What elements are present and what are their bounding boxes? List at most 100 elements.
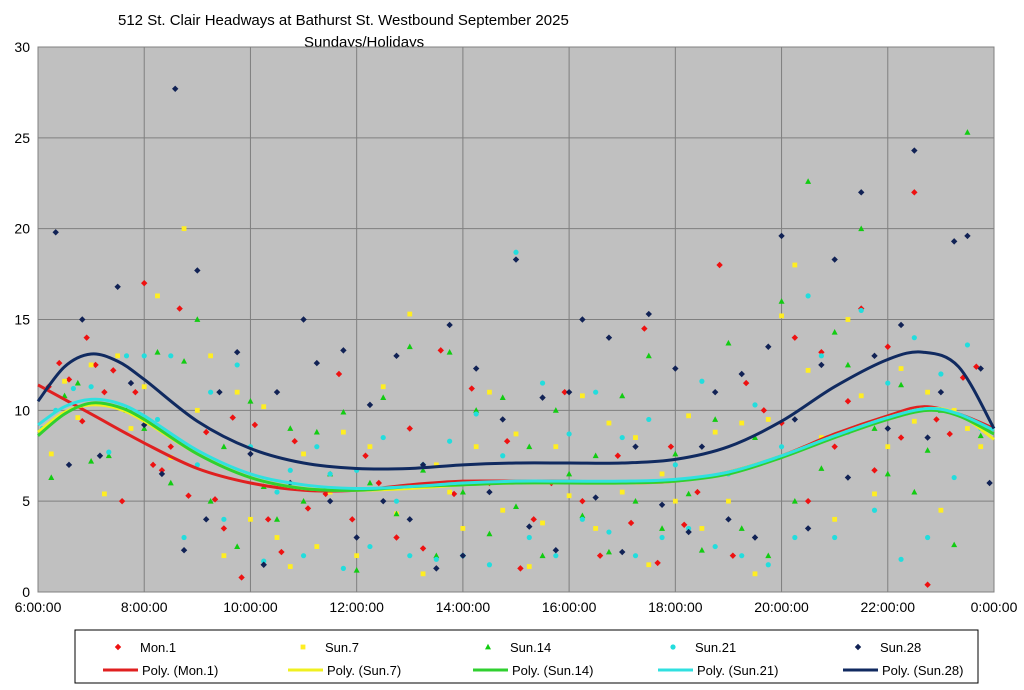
point-sun-28 xyxy=(247,450,254,458)
point-mon-1 xyxy=(419,545,427,552)
point-sun-28 xyxy=(725,516,732,523)
point-mon-1 xyxy=(101,388,108,396)
point-sun-28 xyxy=(526,523,533,530)
point-mon-1 xyxy=(393,534,400,541)
point-sun-14 xyxy=(48,474,55,480)
point-mon-1 xyxy=(897,434,905,441)
point-mon-1 xyxy=(149,461,157,469)
point-sun-7 xyxy=(181,226,187,232)
point-sun-21 xyxy=(393,498,400,504)
point-sun-21 xyxy=(672,462,678,468)
point-sun-14 xyxy=(220,443,227,450)
point-sun-14 xyxy=(539,552,546,559)
legend-label: Poly. (Sun.21) xyxy=(697,663,778,678)
point-sun-21 xyxy=(659,534,665,541)
point-sun-14 xyxy=(473,407,480,413)
point-sun-14 xyxy=(420,467,427,473)
point-sun-7 xyxy=(765,417,771,422)
x-tick-label: 0:00:00 xyxy=(971,599,1018,615)
point-sun-14 xyxy=(74,379,81,386)
point-sun-14 xyxy=(765,552,772,559)
point-sun-7 xyxy=(208,353,214,359)
point-sun-14 xyxy=(340,408,347,415)
y-tick-label: 15 xyxy=(14,312,30,328)
point-sun-21 xyxy=(539,380,546,386)
point-sun-14 xyxy=(486,530,493,537)
point-sun-14 xyxy=(831,329,838,335)
point-sun-7 xyxy=(951,407,957,413)
point-mon-1 xyxy=(176,305,183,312)
point-sun-28 xyxy=(645,310,652,318)
legend-marker xyxy=(485,643,491,650)
point-sun-21 xyxy=(221,516,227,522)
point-mon-1 xyxy=(220,525,228,532)
point-sun-7 xyxy=(340,429,346,435)
point-sun-28 xyxy=(273,388,281,396)
point-sun-21 xyxy=(486,562,493,568)
point-sun-21 xyxy=(632,553,639,559)
point-mon-1 xyxy=(349,516,356,523)
point-sun-28 xyxy=(499,416,506,423)
point-mon-1 xyxy=(911,189,918,196)
point-mon-1 xyxy=(627,519,635,527)
point-sun-28 xyxy=(831,256,838,263)
point-sun-14 xyxy=(898,381,905,388)
legend-marker xyxy=(300,644,306,650)
trendline-poly-sun-28 xyxy=(36,350,996,471)
point-sun-7 xyxy=(115,353,121,359)
point-sun-7 xyxy=(619,489,625,495)
point-sun-14 xyxy=(844,361,851,368)
point-sun-28 xyxy=(96,452,104,459)
legend-label: Sun.14 xyxy=(510,640,551,655)
point-sun-7 xyxy=(301,451,306,457)
point-sun-14 xyxy=(818,465,825,471)
point-mon-1 xyxy=(335,370,343,378)
legend-label: Sun.7 xyxy=(325,640,359,655)
point-mon-1 xyxy=(579,497,586,505)
legend-label: Sun.28 xyxy=(880,640,921,655)
point-sun-28 xyxy=(459,552,467,559)
point-sun-14 xyxy=(659,525,666,531)
point-sun-21 xyxy=(925,534,931,541)
point-sun-21 xyxy=(579,516,585,522)
point-sun-14 xyxy=(752,434,758,440)
point-mon-1 xyxy=(211,496,219,503)
point-sun-7 xyxy=(101,491,107,497)
point-sun-14 xyxy=(605,548,612,555)
point-sun-7 xyxy=(380,384,386,390)
point-sun-21 xyxy=(208,389,214,395)
point-sun-21 xyxy=(380,434,386,441)
legend-label: Mon.1 xyxy=(140,640,176,655)
point-mon-1 xyxy=(158,467,166,474)
point-sun-14 xyxy=(88,458,95,464)
point-mon-1 xyxy=(202,428,210,436)
point-sun-28 xyxy=(751,534,759,541)
y-tick-label: 5 xyxy=(22,493,30,509)
point-sun-7 xyxy=(832,516,838,522)
point-sun-21 xyxy=(473,411,479,417)
point-mon-1 xyxy=(291,438,298,445)
point-sun-21 xyxy=(234,362,240,368)
point-sun-21 xyxy=(433,556,439,562)
point-sun-28 xyxy=(937,388,945,396)
point-sun-14 xyxy=(287,425,294,431)
point-sun-7 xyxy=(194,407,200,413)
point-sun-7 xyxy=(261,404,267,410)
x-tick-label: 10:00:00 xyxy=(223,599,278,615)
x-tick-label: 8:00:00 xyxy=(121,599,168,615)
point-sun-7 xyxy=(62,378,67,384)
point-sun-14 xyxy=(645,352,652,359)
point-mon-1 xyxy=(65,376,73,383)
point-sun-28 xyxy=(433,565,440,572)
x-tick-label: 16:00:00 xyxy=(542,599,597,615)
point-sun-28 xyxy=(698,443,706,450)
point-sun-7 xyxy=(845,317,851,322)
point-sun-21 xyxy=(805,293,811,299)
point-sun-14 xyxy=(167,479,174,486)
point-sun-28 xyxy=(127,379,135,387)
point-mon-1 xyxy=(110,367,117,374)
point-sun-14 xyxy=(313,428,320,435)
point-sun-7 xyxy=(248,516,253,522)
point-mon-1 xyxy=(362,452,369,459)
point-mon-1 xyxy=(680,521,688,528)
